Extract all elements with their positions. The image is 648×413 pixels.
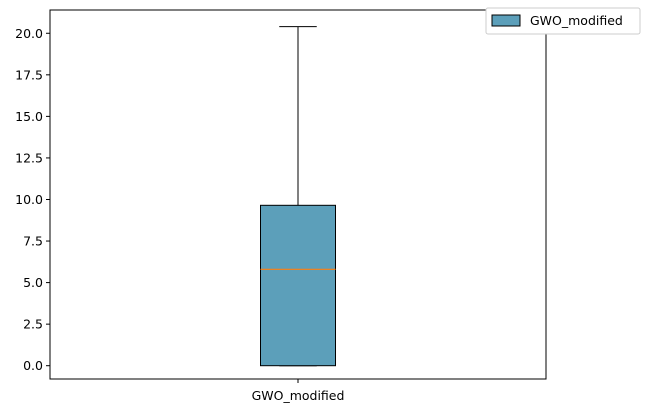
- iqr-box: [260, 204, 336, 367]
- y-tick-label: 5.0: [23, 275, 43, 290]
- y-tick-label: 12.5: [15, 150, 43, 165]
- box-GWO_modified: [260, 26, 336, 367]
- y-tick-label: 15.0: [15, 109, 43, 124]
- y-tick-label: 2.5: [23, 317, 43, 332]
- y-tick-label: 20.0: [15, 26, 43, 41]
- legend-swatch: [491, 14, 521, 27]
- y-tick-label: 7.5: [23, 234, 43, 249]
- legend-label: GWO_modified: [530, 13, 623, 28]
- y-tick-label: 10.0: [15, 192, 43, 207]
- y-tick-label: 17.5: [15, 67, 43, 82]
- legend: GWO_modified: [485, 7, 641, 35]
- x-axis: GWO_modified: [252, 379, 345, 403]
- box-series: [260, 26, 336, 367]
- legend-frame: [485, 7, 641, 35]
- y-tick-label: 0.0: [23, 358, 43, 373]
- x-tick-label: GWO_modified: [252, 388, 345, 403]
- y-axis: 0.0 2.5 5.0 7.5 10.0 12.5 15.0 17.5 20.0: [15, 26, 50, 373]
